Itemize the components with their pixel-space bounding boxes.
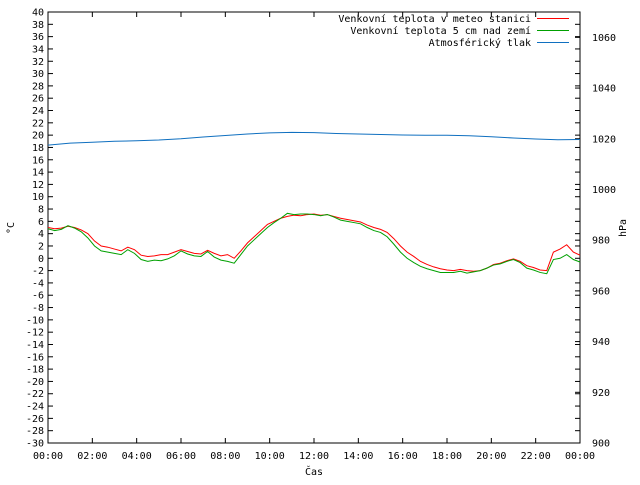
- y-tick-label: -28: [26, 426, 44, 437]
- y2-tick-label: 980: [592, 236, 610, 247]
- x-tick-label: 06:00: [166, 451, 196, 462]
- y-tick-label: -22: [26, 389, 44, 400]
- y-tick-label: 36: [32, 32, 44, 43]
- y-tick-label: -18: [26, 365, 44, 376]
- y-tick-label: 18: [32, 143, 44, 154]
- y-tick-label: 32: [32, 57, 44, 68]
- x-tick-label: 04:00: [122, 451, 152, 462]
- series-line-3: [47, 131, 581, 146]
- y-tick-label: 4: [38, 229, 44, 240]
- y-tick-label: 2: [38, 241, 44, 252]
- x-tick-label: 18:00: [432, 451, 462, 462]
- x-tick-label: 08:00: [210, 451, 240, 462]
- x-tick-label: 12:00: [299, 451, 329, 462]
- y-tick-label: 38: [32, 20, 44, 31]
- x-tick-label: 02:00: [77, 451, 107, 462]
- y-tick-label: 40: [32, 8, 44, 19]
- y2-tick-label: 920: [592, 388, 610, 399]
- y-tick-label: 12: [32, 180, 44, 191]
- x-tick-label: 22:00: [521, 451, 551, 462]
- y-tick-label: 22: [32, 118, 44, 129]
- y-tick-label: -8: [32, 303, 44, 314]
- series-line-2: [47, 212, 581, 275]
- legend-label-1: Venkovní teplota v meteo stanici: [338, 13, 531, 25]
- y-tick-label: -14: [26, 340, 44, 351]
- y-tick-label: -10: [26, 315, 44, 326]
- y2-tick-label: 960: [592, 286, 610, 297]
- y-tick-label: 16: [32, 155, 44, 166]
- legend: Venkovní teplota v meteo staniciVenkovní…: [338, 13, 569, 49]
- y-tick-label: 6: [38, 217, 44, 228]
- y-tick-label: 26: [32, 94, 44, 105]
- y-tick-label: 34: [32, 44, 44, 55]
- x-tick-label: 00:00: [33, 451, 63, 462]
- x-tick-label: 16:00: [388, 451, 418, 462]
- y2-axis-label: hPa: [618, 219, 629, 237]
- y-axis-label: °C: [6, 222, 17, 234]
- y-tick-label: -12: [26, 328, 44, 339]
- y-tick-label: -20: [26, 377, 44, 388]
- y-tick-label: -2: [32, 266, 44, 277]
- x-tick-label: 00:00: [565, 451, 595, 462]
- y-tick-label: 20: [32, 131, 44, 142]
- y-tick-label: -24: [26, 402, 44, 413]
- x-tick-label: 20:00: [476, 451, 506, 462]
- y-tick-label: 14: [32, 168, 44, 179]
- y-tick-label: -30: [26, 439, 44, 450]
- x-tick-label: 14:00: [343, 451, 373, 462]
- x-tick-label: 10:00: [255, 451, 285, 462]
- y-tick-label: 10: [32, 192, 44, 203]
- y-tick-label: 0: [38, 254, 44, 265]
- y2-tick-label: 1060: [592, 33, 616, 44]
- y2-tick-label: 900: [592, 439, 610, 450]
- series-layer: [47, 131, 581, 275]
- y2-tick-label: 1020: [592, 134, 616, 145]
- x-axis-label: Čas: [305, 465, 323, 478]
- y2-tick-label: 1000: [592, 185, 616, 196]
- series-line-1: [47, 213, 581, 272]
- axes-layer: 4038363432302826242220181614121086420-2-…: [26, 8, 616, 463]
- legend-label-2: Venkovní teplota 5 cm nad zemí: [350, 25, 531, 37]
- y-tick-label: -4: [32, 278, 44, 289]
- y-tick-label: 30: [32, 69, 44, 80]
- y-tick-label: 28: [32, 81, 44, 92]
- y-tick-label: -26: [26, 414, 44, 425]
- y-tick-label: 8: [38, 205, 44, 216]
- legend-label-3: Atmosférický tlak: [429, 37, 531, 49]
- y-tick-label: -6: [32, 291, 44, 302]
- y2-tick-label: 940: [592, 337, 610, 348]
- y-tick-label: -16: [26, 352, 44, 363]
- plot-frame: [47, 11, 581, 444]
- y-tick-label: 24: [32, 106, 44, 117]
- y2-tick-label: 1040: [592, 84, 616, 95]
